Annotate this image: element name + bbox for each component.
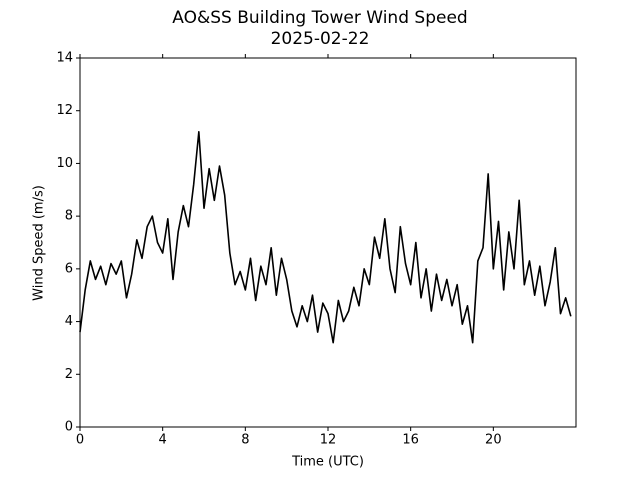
y-axis-label: Wind Speed (m/s) bbox=[32, 185, 47, 301]
x-tick-label: 0 bbox=[76, 433, 84, 448]
chart-subtitle: 2025-02-22 bbox=[271, 29, 370, 49]
y-tick-label: 0 bbox=[65, 420, 73, 435]
y-tick-label: 10 bbox=[56, 156, 73, 171]
x-tick-label: 4 bbox=[159, 433, 167, 448]
x-tick-label: 16 bbox=[402, 433, 419, 448]
y-tick-label: 8 bbox=[65, 209, 73, 224]
x-tick-label: 20 bbox=[485, 433, 502, 448]
y-tick-label: 12 bbox=[56, 103, 73, 118]
chart-title: AO&SS Building Tower Wind Speed bbox=[172, 8, 467, 28]
y-tick-label: 14 bbox=[56, 51, 73, 66]
x-tick-label: 8 bbox=[241, 433, 249, 448]
x-tick-label: 12 bbox=[320, 433, 337, 448]
wind-line bbox=[79, 131, 572, 344]
y-tick-label: 4 bbox=[65, 314, 73, 329]
y-tick-label: 6 bbox=[65, 261, 73, 276]
y-tick-label: 2 bbox=[65, 367, 73, 382]
x-axis-label: Time (UTC) bbox=[291, 455, 364, 470]
plot-frame bbox=[79, 57, 577, 428]
